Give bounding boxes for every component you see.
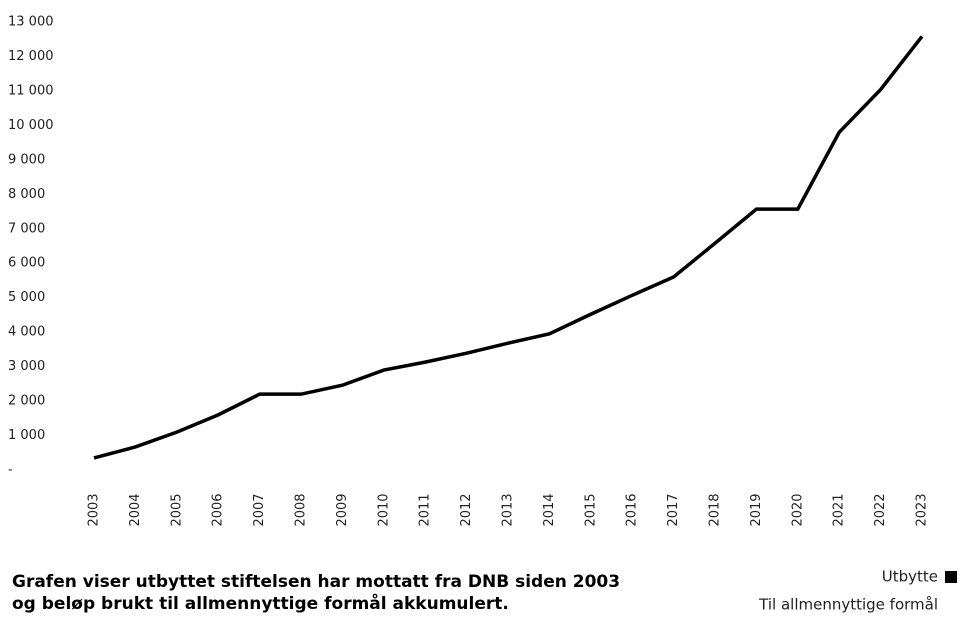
x-tick-label: 2009 [335, 493, 350, 526]
x-tick-label: 2006 [211, 493, 226, 526]
x-tick-label: 2005 [169, 493, 184, 526]
caption: og beløp brukt til allmennyttige formål … [12, 592, 509, 614]
legend-label: Til allmennyttige formål [758, 596, 938, 614]
y-tick-label: 5 000 [8, 290, 45, 305]
x-tick-label: 2022 [873, 493, 888, 526]
line [93, 35, 924, 460]
x-tick-label: 2011 [418, 493, 433, 526]
x-tick-label: 2008 [294, 493, 309, 526]
y-tick-label: 9 000 [8, 152, 45, 167]
x-tick-label: 2020 [790, 493, 805, 526]
x-tick-label: 2016 [625, 493, 640, 526]
caption: Grafen viser utbyttet stiftelsen har mot… [12, 572, 620, 592]
x-tick-label: 2013 [501, 493, 516, 526]
y-tick-label: 2 000 [8, 394, 45, 409]
x-tick-label: 2023 [915, 493, 930, 526]
y-tick-label: 1 000 [8, 428, 45, 443]
x-tick-label: 2017 [666, 493, 681, 526]
y-tick-label: 3 000 [8, 359, 45, 374]
y-tick-label: 7 000 [8, 221, 45, 236]
x-tick-label: 2004 [128, 493, 143, 526]
x-tick-label: 2018 [708, 493, 723, 526]
x-tick-label: 2021 [832, 493, 847, 526]
x-tick-label: 2019 [749, 493, 764, 526]
x-tick-label: 2007 [252, 493, 267, 526]
x-tick-label: 2014 [542, 493, 557, 526]
y-tick-label: 11 000 [8, 83, 54, 98]
x-tick-label: 2012 [459, 493, 474, 526]
y-tick-label: - [8, 463, 13, 478]
y-tick-label: 4 000 [8, 325, 45, 340]
y-tick-label: 10 000 [8, 118, 54, 133]
x-tick-label: 2010 [376, 493, 391, 526]
x-tick-label: 2003 [87, 493, 102, 526]
y-tick-label: 13 000 [8, 15, 54, 30]
y-tick-label: 8 000 [8, 187, 45, 202]
legend-label: Utbytte [882, 568, 938, 586]
x-tick-label: 2015 [583, 493, 598, 526]
y-tick-label: 6 000 [8, 256, 45, 271]
y-tick-label: 12 000 [8, 49, 54, 64]
legend-swatch [945, 571, 957, 583]
